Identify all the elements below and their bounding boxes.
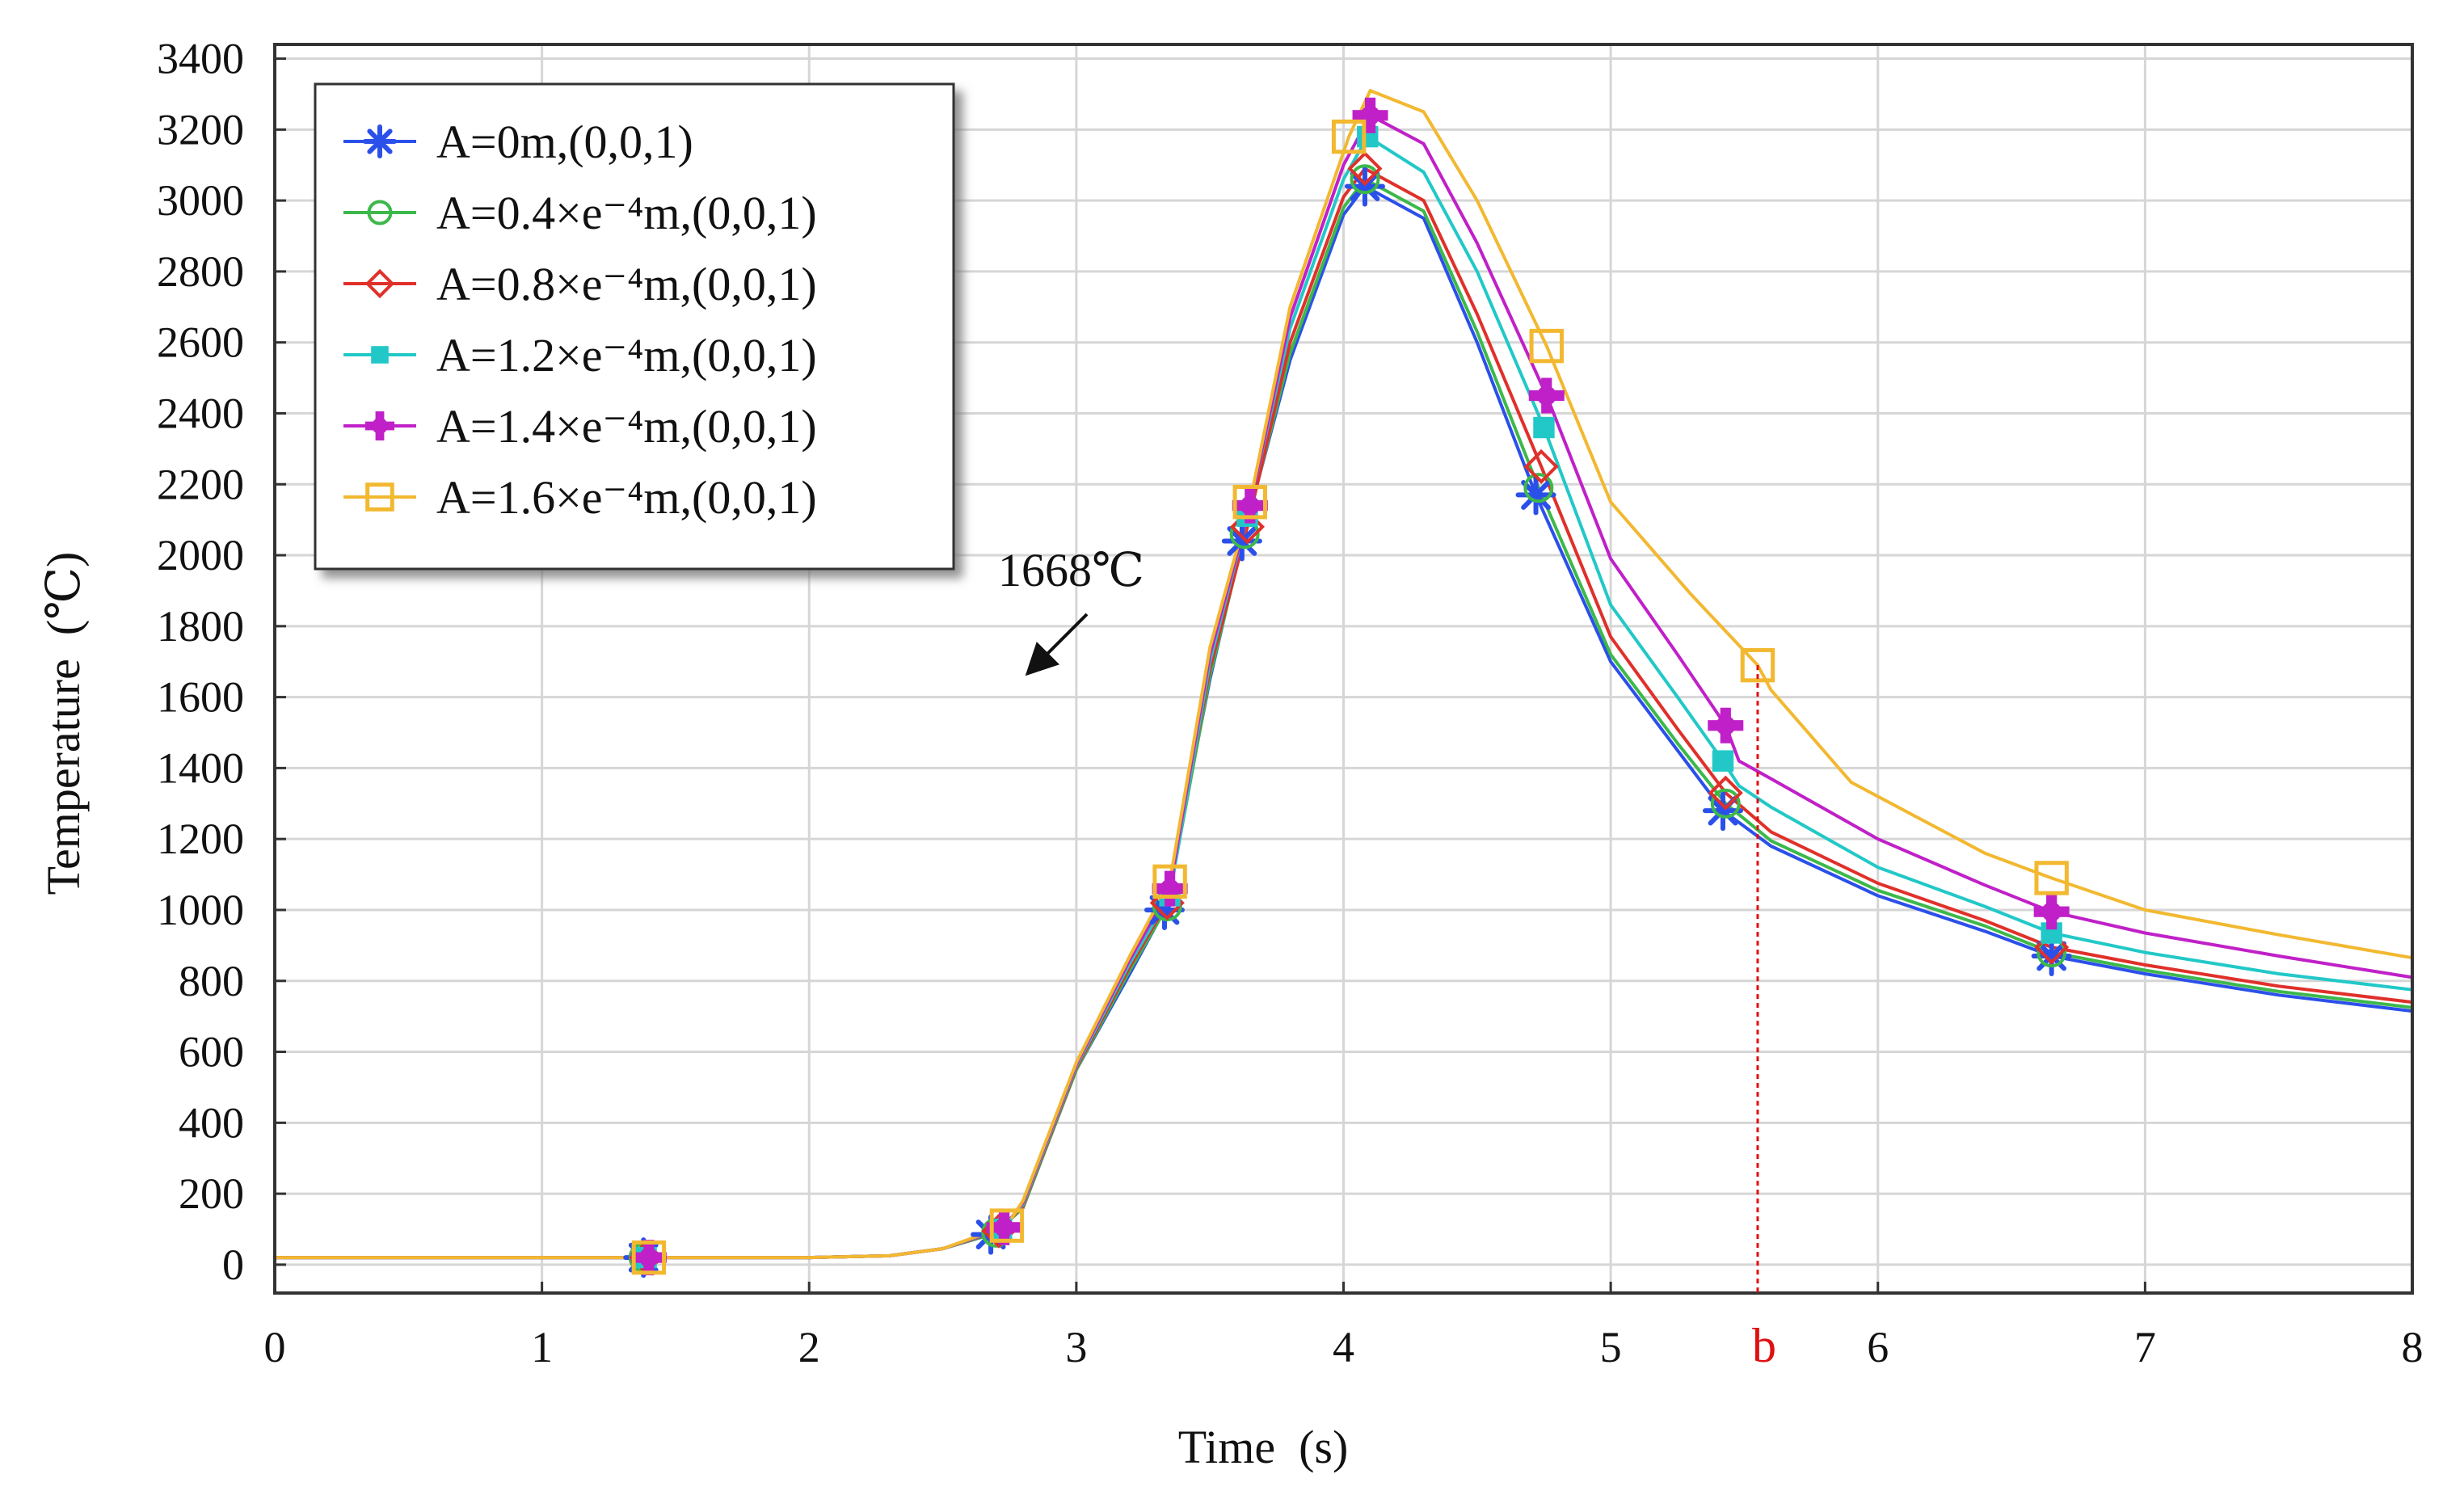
legend-item-3: A=0.8×e⁻⁴m,(0,0,1) — [343, 258, 817, 310]
y-tick-label: 0 — [222, 1241, 244, 1289]
y-tick-label: 1200 — [157, 815, 244, 863]
plus-marker — [2033, 894, 2070, 930]
y-tick-label: 3400 — [157, 35, 244, 83]
x-tick-label: 5 — [1600, 1323, 1622, 1371]
marker-layer — [623, 97, 2072, 1278]
circle-marker — [1350, 164, 1380, 195]
tick-layer: 0 1 2 3 4 5 6 7 8 0 200 400 600 800 1000 1200 1400 1600 18… — [157, 35, 2424, 1371]
star-marker — [363, 124, 397, 158]
annotation-arrow — [1025, 613, 1089, 676]
y-tick-label: 600 — [179, 1028, 244, 1076]
plus-marker — [365, 411, 394, 440]
legend-item-1: A=0m,(0,0,1) — [343, 116, 693, 168]
x-tick-label: 7 — [2134, 1323, 2156, 1371]
y-tick-label: 2400 — [157, 389, 244, 437]
plus-marker — [1352, 97, 1388, 133]
plus-marker — [1528, 377, 1565, 414]
series-line-6 — [275, 89, 2413, 1260]
x-tick-label: 6 — [1867, 1323, 1889, 1371]
y-axis-title: Temperature (℃) — [37, 552, 90, 895]
y-tick-label: 1800 — [157, 602, 244, 651]
square-marker — [1232, 485, 1267, 520]
filled-square-marker — [371, 346, 389, 364]
y-tick-label: 1000 — [157, 886, 244, 934]
square-marker — [989, 1208, 1025, 1243]
plus-marker — [630, 1240, 667, 1276]
plus-marker — [986, 1209, 1022, 1245]
diamond-marker — [1708, 775, 1743, 811]
y-tick-label: 200 — [179, 1169, 244, 1218]
y-tick-label: 3200 — [157, 105, 244, 154]
diamond-marker — [364, 268, 395, 299]
x-tick-label: 8 — [2402, 1323, 2424, 1371]
star-marker — [1221, 520, 1262, 562]
legend-item-6: A=1.6×e⁻⁴m,(0,0,1) — [343, 471, 817, 524]
diamond-marker — [1347, 151, 1383, 187]
legend-label: A=0.8×e⁻⁴m,(0,0,1) — [436, 258, 817, 310]
x-tick-label: 2 — [798, 1323, 820, 1371]
legend-label: A=1.4×e⁻⁴m,(0,0,1) — [436, 400, 817, 453]
circle-marker — [1710, 788, 1741, 819]
y-tick-label: 800 — [179, 957, 244, 1005]
legend-box — [314, 82, 955, 571]
x-tick-label: 0 — [264, 1323, 286, 1371]
series-markers-6 — [631, 119, 2069, 1275]
filled-square-marker — [1533, 416, 1555, 439]
circle-marker — [367, 200, 393, 225]
diamond-marker — [1523, 449, 1559, 484]
y-tick-label: 400 — [179, 1098, 244, 1147]
y-tick-label: 2600 — [157, 318, 244, 367]
y-tick-label: 2800 — [157, 247, 244, 296]
b-marker-group: b — [1752, 665, 1776, 1372]
legend-item-2: A=0.4×e⁻⁴m,(0,0,1) — [343, 187, 817, 239]
legend: A=0m,(0,0,1) A=0.4×e⁻⁴m,(0,0,1) A=0.8×e⁻⁴m… — [314, 82, 955, 571]
square-marker — [1529, 328, 1564, 364]
square-marker — [1152, 864, 1187, 899]
annotation-text: 1668℃ — [998, 544, 1144, 596]
filled-square-marker — [1712, 750, 1734, 772]
legend-label: A=1.6×e⁻⁴m,(0,0,1) — [436, 471, 817, 524]
circle-marker — [1523, 473, 1554, 503]
square-marker — [1740, 647, 1775, 683]
legend-item-5: A=1.4×e⁻⁴m,(0,0,1) — [343, 400, 817, 453]
square-marker — [631, 1240, 667, 1275]
y-tick-label: 2200 — [157, 460, 244, 508]
y-tick-label: 1600 — [157, 673, 244, 722]
star-marker — [1515, 474, 1556, 516]
plus-marker — [1152, 870, 1188, 907]
x-tick-label: 3 — [1065, 1323, 1087, 1371]
y-tick-label: 3000 — [157, 176, 244, 225]
series-markers-5 — [630, 97, 2070, 1276]
x-tick-label: 1 — [531, 1323, 553, 1371]
x-axis-title: Time (s) — [1178, 1421, 1349, 1473]
square-marker — [2034, 861, 2069, 895]
legend-label: A=0m,(0,0,1) — [436, 116, 693, 168]
plus-marker — [1708, 707, 1744, 743]
series-layer — [275, 89, 2413, 1260]
square-marker — [365, 482, 394, 512]
y-tick-label: 1400 — [157, 743, 244, 792]
square-marker — [1331, 119, 1367, 154]
legend-label: A=0.4×e⁻⁴m,(0,0,1) — [436, 187, 817, 239]
legend-label: A=1.2×e⁻⁴m,(0,0,1) — [436, 329, 817, 381]
legend-item-4: A=1.2×e⁻⁴m,(0,0,1) — [343, 329, 817, 381]
plus-marker — [1232, 487, 1268, 524]
annotation: 1668℃ — [998, 544, 1144, 676]
y-tick-label: 2000 — [157, 531, 244, 579]
x-tick-label: 4 — [1333, 1323, 1354, 1371]
b-marker-label: b — [1752, 1319, 1776, 1372]
